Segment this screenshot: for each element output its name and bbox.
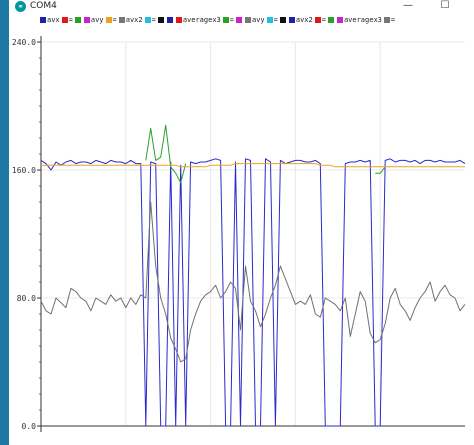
legend-label: avx (47, 16, 60, 24)
legend-swatch (144, 17, 151, 23)
legend-swatch (40, 17, 46, 23)
legend-label: = (112, 16, 117, 24)
legend-swatch (157, 17, 164, 23)
series-line-orange (41, 163, 465, 168)
legend-swatch (288, 17, 295, 23)
legend-swatch (222, 17, 229, 23)
legend-swatch (327, 17, 334, 23)
legend-entry (166, 16, 174, 24)
legend-swatch (279, 17, 286, 23)
y-tick-label: 240.0 (12, 38, 36, 47)
series-line-blue (40, 158, 466, 427)
legend-label: = (273, 16, 278, 24)
legend-label: = (229, 16, 234, 24)
legend-swatch (266, 17, 273, 23)
plot-svg: 240.0 160.0 80.0 0.0 (12, 36, 466, 432)
legend-swatch (175, 17, 182, 23)
legend-entry: averagex3 (336, 16, 382, 24)
legend-swatch (314, 17, 321, 23)
legend-swatch (244, 17, 251, 23)
serial-plotter-area: 240.0 160.0 80.0 0.0 (9, 30, 474, 445)
legend-swatch (336, 17, 343, 23)
legend-entry (74, 16, 82, 24)
legend-label: = (68, 16, 73, 24)
legend-label: avx2 (295, 16, 313, 24)
legend-swatch (235, 17, 242, 23)
legend-swatch (61, 17, 68, 23)
y-tick-label: 0.0 (22, 422, 37, 431)
legend-swatch (83, 17, 90, 23)
legend-entry (279, 16, 287, 24)
legend-label: = (321, 16, 326, 24)
legend-entry (157, 16, 165, 24)
legend-entry: = (314, 16, 326, 24)
legend-entry: averagex3 (175, 16, 221, 24)
legend-swatch (74, 17, 81, 23)
legend-entry: = (61, 16, 73, 24)
window-title: COM4 (30, 1, 57, 11)
plot-legend: avx = avy = avx2 = averagex3 = avy = avx2 = averagex… (40, 16, 397, 28)
y-tick-label: 160.0 (12, 166, 36, 175)
legend-entry: avx2 (118, 16, 143, 24)
legend-label: = (390, 16, 396, 24)
left-window-strip (0, 0, 9, 445)
legend-label: avy (90, 16, 104, 24)
legend-entry (327, 16, 335, 24)
legend-label: avy (251, 16, 265, 24)
legend-label: avx2 (125, 16, 143, 24)
legend-entry: avx (40, 16, 60, 24)
minimize-button[interactable]: — (403, 0, 413, 11)
legend-swatch (105, 17, 112, 23)
arduino-app-icon: ∞ (15, 1, 26, 12)
legend-entry: = (383, 16, 396, 24)
series-line-green (145, 124, 386, 184)
y-tick-label: 80.0 (17, 294, 36, 303)
legend-entry: = (222, 16, 234, 24)
maximize-button[interactable]: ☐ (440, 0, 450, 11)
legend-swatch (383, 17, 390, 23)
legend-entry: avy (244, 16, 265, 24)
legend-entry (235, 16, 243, 24)
legend-entry: = (105, 16, 117, 24)
legend-label: averagex3 (343, 16, 382, 24)
legend-entry: avy (83, 16, 104, 24)
series-line-gray (40, 201, 466, 363)
legend-label: averagex3 (182, 16, 221, 24)
legend-entry: avx2 (288, 16, 313, 24)
title-bar: ∞ COM4 — ☐ (9, 0, 474, 15)
legend-swatch (118, 17, 125, 23)
legend-swatch (166, 17, 173, 23)
legend-label: = (151, 16, 156, 24)
legend-entry: = (144, 16, 156, 24)
legend-entry: = (266, 16, 278, 24)
